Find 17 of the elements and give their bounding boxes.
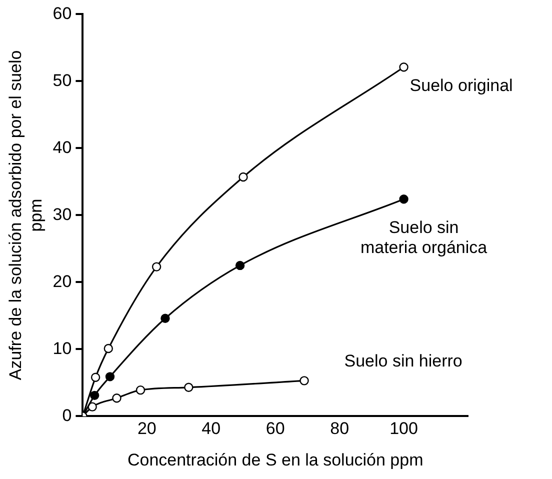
y-tick-label: 50 — [52, 70, 72, 90]
y-tick-label: 60 — [52, 4, 72, 23]
y-axis-title: Azufre de la solución adsorbido por el suelo ppm — [6, 50, 46, 380]
series-label: Suelo sin materia orgánica — [360, 218, 488, 258]
x-tick-label: 100 — [390, 419, 418, 438]
x-tick-label: 80 — [330, 419, 350, 438]
x-tick-label: 40 — [202, 419, 221, 438]
text: Suelo sin hierro — [344, 352, 462, 371]
series-label: Suelo original — [410, 76, 513, 96]
y-tick-label: 0 — [62, 406, 72, 425]
y-tick-label: 20 — [52, 272, 72, 291]
y-tick-label: 40 — [52, 138, 72, 157]
x-axis-title: Concentración de S en la solución ppm — [127, 450, 424, 470]
y-tick-label: 30 — [52, 204, 72, 224]
x-tick-label: 60 — [266, 419, 285, 438]
y-tick-label: 10 — [52, 338, 72, 358]
x-tick-label: 20 — [137, 419, 156, 438]
